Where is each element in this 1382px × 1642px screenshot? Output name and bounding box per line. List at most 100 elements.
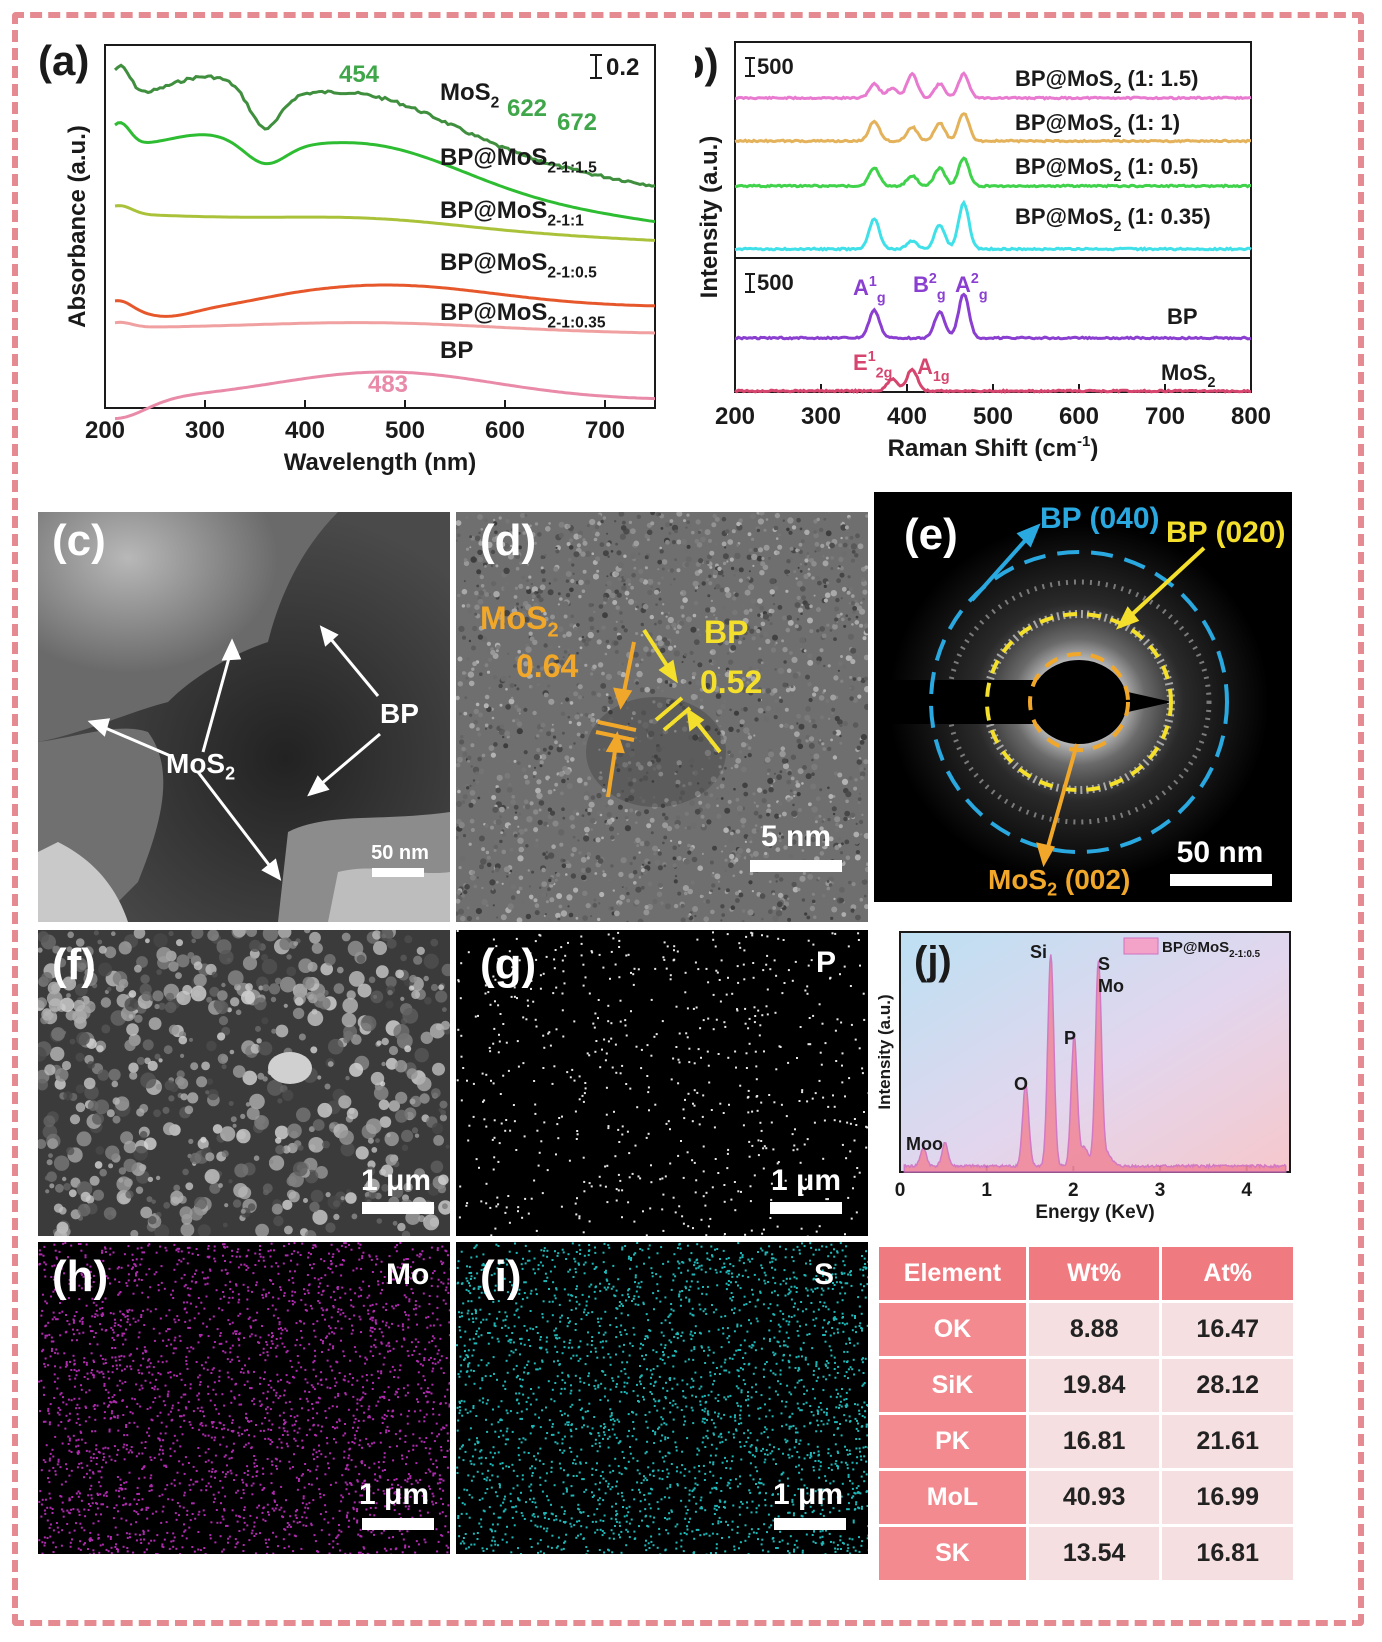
hrtem-texture-dot [738, 567, 744, 573]
hrtem-texture-dot [616, 793, 621, 797]
p-map-dot [561, 992, 564, 995]
hrtem-texture-dot [819, 826, 824, 831]
hrtem-texture-dot [616, 635, 623, 641]
hrtem-texture-dot [622, 520, 626, 525]
p-map-dot [574, 1202, 577, 1205]
sem-grain [440, 1109, 446, 1116]
hrtem-texture-dot [559, 842, 564, 847]
p-map-dot [844, 1233, 846, 1236]
hrtem-texture-dot [493, 849, 497, 852]
hrtem-texture-dot [654, 589, 659, 595]
hrtem-texture-dot [620, 883, 624, 887]
mo-map-dot [240, 1263, 243, 1266]
hrtem-texture-dot [518, 846, 525, 853]
sem-grain [70, 969, 76, 974]
hrtem-texture-dot [650, 831, 654, 835]
p-map-dot [646, 1044, 649, 1047]
sem-grain [376, 1040, 382, 1046]
hrtem-texture-dot [651, 803, 658, 810]
sem-grain [224, 1203, 229, 1208]
p-map-dot [475, 1158, 478, 1161]
mo-map-dot [344, 1423, 346, 1425]
hrtem-texture-dot [843, 624, 847, 628]
p-map-dot [755, 1065, 758, 1068]
p-map-dot [666, 945, 669, 948]
hrtem-texture-dot [795, 780, 799, 784]
mo-map-dot [379, 1476, 382, 1479]
hrtem-texture-dot [658, 771, 664, 777]
mo-map-dot [432, 1413, 435, 1416]
hrtem-texture-dot [850, 908, 855, 913]
mo-map-dot [441, 1511, 444, 1514]
mo-map-dot [361, 1553, 364, 1554]
mo-map-dot [357, 1295, 360, 1298]
panel-a-uvvis: 200 300 400 500 600 700 Wavelength (nm) Absorba… [30, 30, 690, 500]
hrtem-texture-dot [674, 729, 677, 733]
hrtem-texture-dot [510, 895, 516, 900]
hrtem-texture-dot [722, 606, 726, 610]
hrtem-texture-dot [632, 711, 636, 716]
mo-map-dot [176, 1471, 179, 1474]
hrtem-texture-dot [549, 669, 554, 674]
mo-map-dot [373, 1441, 376, 1444]
sem-grain [145, 938, 150, 944]
mo-map-dot [359, 1528, 362, 1531]
p-map-dot [719, 1000, 722, 1003]
mo-map-dot [265, 1552, 268, 1554]
hrtem-texture-dot [728, 862, 734, 869]
mo-map-dot [197, 1254, 199, 1256]
mo-map-dot [174, 1512, 177, 1515]
panel-label-a: (a) [38, 37, 89, 84]
p-map-dot [558, 1117, 561, 1119]
hrtem-texture-dot [775, 537, 779, 540]
hrtem-texture-dot [620, 620, 624, 624]
hrtem-texture-dot [467, 755, 472, 760]
hrtem-texture-dot [822, 555, 825, 558]
hrtem-texture-dot [504, 581, 509, 586]
hrtem-texture-dot [615, 542, 618, 546]
panel-label-j: (j) [914, 939, 952, 983]
hrtem-texture-dot [553, 592, 556, 595]
mo-map-dot [90, 1285, 93, 1288]
hrtem-texture-dot [741, 824, 745, 828]
mo-map-dot [126, 1284, 129, 1287]
mo-map-dot [44, 1461, 47, 1464]
hrtem-texture-dot [813, 519, 818, 524]
sem-grain [275, 1145, 285, 1155]
hrtem-texture-dot [722, 561, 727, 566]
mo-map-dot [392, 1536, 394, 1539]
hrtem-texture-dot [558, 521, 565, 528]
p-map-dot [854, 1038, 857, 1041]
mo-map-dot [49, 1355, 52, 1358]
mo-map-dot [68, 1512, 71, 1515]
hrtem-texture-dot [525, 646, 532, 653]
sem-grain [164, 1001, 177, 1014]
mo-map-dot [327, 1462, 329, 1465]
hrtem-texture-dot [716, 813, 722, 819]
hrtem-texture-dot [801, 898, 806, 902]
mo-map-dot [370, 1373, 373, 1376]
hrtem-texture-dot [717, 673, 721, 677]
hrtem-texture-dot [734, 764, 739, 769]
hrtem-texture-dot [682, 784, 686, 788]
hrtem-texture-dot [588, 603, 593, 608]
hrtem-texture-dot [773, 585, 779, 591]
sem-grain [253, 997, 267, 1011]
mo-map-dot [107, 1277, 109, 1280]
hrtem-texture-dot [646, 529, 653, 536]
p-map-dot [561, 1009, 564, 1012]
sem-grain [302, 976, 315, 989]
hrtem-texture-dot [558, 904, 563, 909]
hrtem-texture-dot [603, 601, 607, 605]
mo-map-dot [56, 1352, 59, 1355]
hrtem-texture-dot [799, 563, 802, 566]
hrtem-texture-dot [596, 692, 602, 698]
hrtem-texture-dot [787, 619, 794, 626]
sem-grain [99, 1168, 107, 1177]
hrtem-texture-dot [484, 823, 489, 829]
p-map-dot [599, 1066, 602, 1069]
sem-grain [168, 1024, 180, 1035]
p-map-dot [497, 1160, 500, 1163]
hrtem-texture-dot [636, 670, 643, 678]
